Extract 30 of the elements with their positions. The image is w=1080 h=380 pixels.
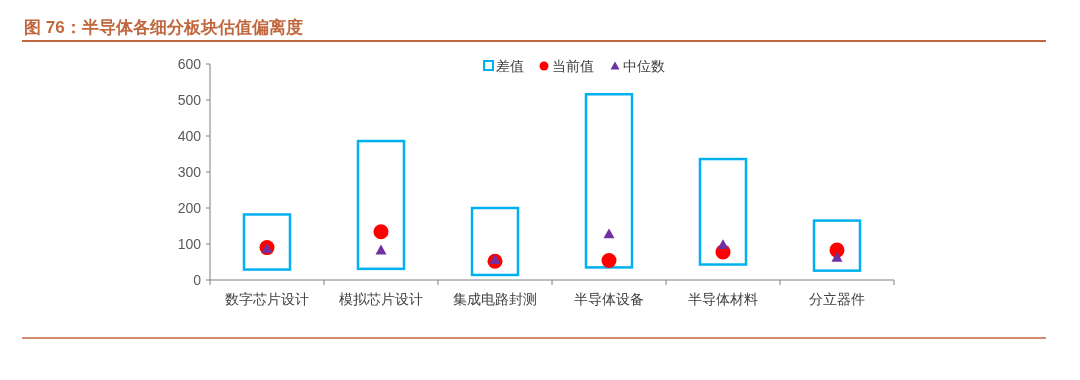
legend-label: 当前值	[552, 58, 594, 74]
point	[717, 239, 729, 250]
bar	[356, 139, 406, 271]
point	[375, 244, 387, 255]
y-tick-label: 400	[177, 128, 202, 144]
bar	[812, 219, 862, 272]
x-tick-label: 分立器件	[809, 291, 865, 307]
point	[373, 224, 389, 240]
x-tick-label: 数字芯片设计	[225, 291, 309, 307]
x-tick-label: 半导体材料	[688, 291, 758, 307]
point	[489, 253, 501, 264]
bar	[242, 213, 292, 271]
y-tick-label: 100	[177, 236, 202, 252]
point	[601, 253, 617, 269]
point	[603, 228, 615, 239]
x-tick-label: 集成电路封测	[453, 291, 537, 307]
bar	[470, 206, 520, 277]
y-tick-label: 0	[193, 272, 202, 288]
bar	[584, 92, 634, 269]
x-tick-label: 模拟芯片设计	[339, 291, 423, 307]
bar	[698, 157, 748, 266]
y-tick-label: 600	[177, 56, 202, 72]
legend-label: 差值	[496, 58, 524, 74]
point	[831, 251, 843, 262]
legend-label: 中位数	[623, 58, 665, 74]
x-tick-label: 半导体设备	[574, 291, 644, 307]
chart-title: 图 76：半导体各细分板块估值偏离度	[24, 18, 303, 37]
y-tick-label: 300	[177, 164, 202, 180]
y-tick-label: 500	[177, 92, 202, 108]
y-tick-label: 200	[177, 200, 202, 216]
